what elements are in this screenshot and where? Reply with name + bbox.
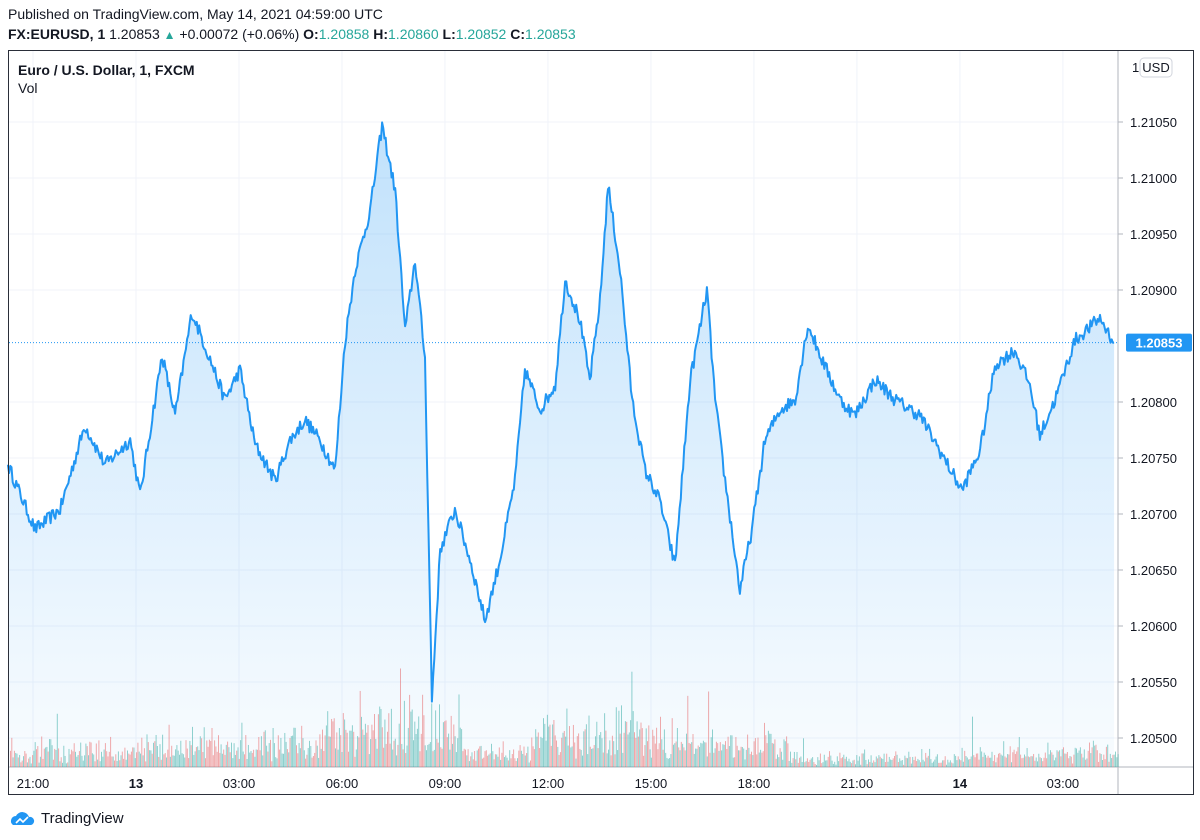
last-price-tag (1126, 333, 1192, 352)
currency-prefix: 1 (1132, 60, 1139, 75)
x-tick-label: 13 (129, 776, 143, 791)
low-value: 1.20852 (455, 26, 507, 42)
last-price-tag-label: 1.20853 (1136, 336, 1183, 351)
currency-badge (1139, 57, 1173, 78)
cloud-logo-icon (10, 811, 35, 825)
low-label: L: (442, 26, 456, 42)
x-tick-label: 06:00 (326, 776, 359, 791)
volume-bar (1113, 754, 1115, 767)
y-tick-label: 1.20750 (1130, 451, 1177, 466)
y-tick-label: 1.21050 (1130, 115, 1177, 130)
open-label: O: (303, 26, 319, 42)
x-tick-label: 03:00 (1047, 776, 1080, 791)
x-tick-label: 12:00 (532, 776, 565, 791)
y-tick-label: 1.20950 (1130, 227, 1177, 242)
volume-bar (1116, 757, 1118, 767)
price-line (6, 121, 1115, 703)
price-area-fill (7, 122, 1115, 767)
tradingview-logo[interactable]: TradingView (10, 810, 124, 827)
chart-frame (8, 50, 1194, 795)
y-tick-label: 1.20600 (1130, 619, 1177, 634)
published-note: Published on TradingView.com, May 14, 20… (8, 6, 383, 22)
last-price: 1.20853 (109, 26, 160, 42)
brand-name: TradingView (41, 810, 124, 827)
close-label: C: (510, 26, 526, 42)
y-tick-label: 1.21000 (1130, 171, 1177, 186)
symbol: FX:EURUSD, 1 (8, 26, 106, 42)
volume-bar (1117, 754, 1119, 767)
y-tick-label: 1.20550 (1130, 675, 1177, 690)
x-tick-label: 14 (953, 776, 968, 791)
high-value: 1.20860 (388, 26, 439, 42)
x-tick-label: 18:00 (738, 776, 771, 791)
y-tick-label: 1.20800 (1130, 395, 1177, 410)
x-tick-label: 21:00 (841, 776, 874, 791)
y-tick-label: 1.20500 (1130, 731, 1177, 746)
y-tick-label: 1.20700 (1130, 507, 1177, 522)
volume-legend: Vol (18, 80, 38, 96)
x-tick-label: 03:00 (223, 776, 256, 791)
high-label: H: (373, 26, 389, 42)
ohlc-bar: FX:EURUSD, 1 1.20853 ▲ +0.00072 (+0.06%)… (8, 26, 576, 42)
y-tick-label: 1.20900 (1130, 283, 1177, 298)
open-value: 1.20858 (318, 26, 370, 42)
y-tick-label: 1.20650 (1130, 563, 1177, 578)
up-triangle-icon: ▲ (163, 28, 176, 42)
x-tick-label: 15:00 (635, 776, 668, 791)
chart-legend-title: Euro / U.S. Dollar, 1, FXCM (18, 62, 195, 78)
close-value: 1.20853 (525, 26, 576, 42)
x-tick-label: 21:00 (17, 776, 50, 791)
x-tick-label: 09:00 (429, 776, 462, 791)
currency-label: USD (1142, 60, 1169, 75)
change: +0.00072 (+0.06%) (179, 26, 300, 42)
volume-bar (1115, 751, 1116, 767)
